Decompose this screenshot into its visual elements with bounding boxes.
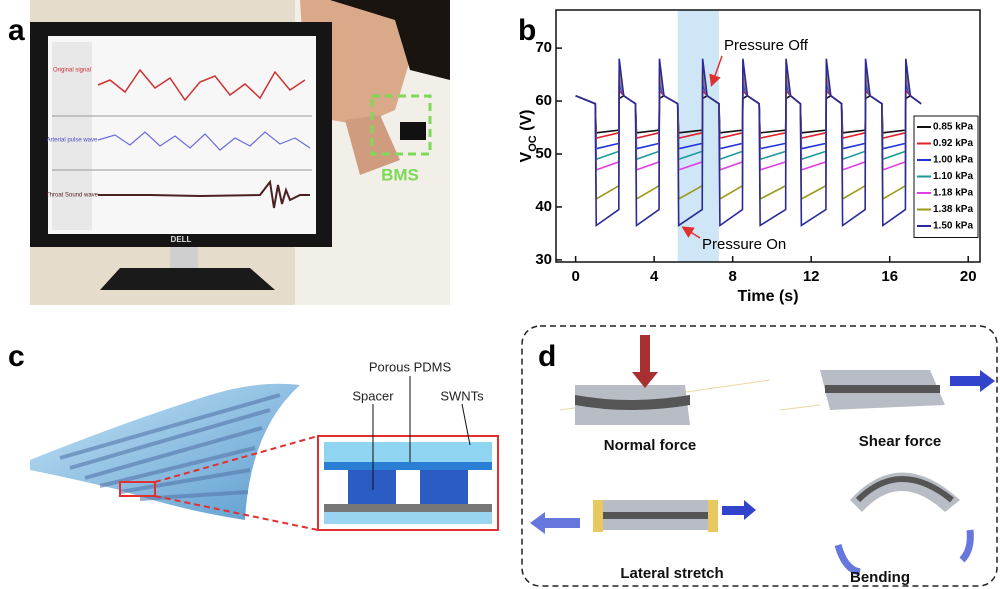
legend-label: 1.38 kPa — [933, 204, 973, 215]
figure: Original signal Arterial pulse wave Thro… — [0, 0, 1000, 589]
legend-label: 1.00 kPa — [933, 155, 973, 166]
y-axis-label-part: (V) — [518, 110, 535, 136]
series-line — [576, 59, 921, 226]
x-tick-label: 0 — [571, 268, 579, 285]
force-arrow — [545, 518, 580, 528]
porous-texture — [324, 462, 492, 470]
sensor-label: BMS — [381, 165, 419, 184]
screen-label: Throat Sound wave — [46, 193, 99, 199]
bend-arrow — [962, 530, 970, 560]
legend-label: 1.18 kPa — [933, 188, 973, 199]
body: {"panel_labels": ["a", "b", "c", "d"], "… — [0, 0, 1000, 589]
monitor-base — [100, 268, 275, 290]
clamp — [708, 500, 718, 532]
mode-label: Lateral stretch — [620, 565, 723, 582]
mode-label: Normal force — [604, 437, 697, 454]
force-arrow-head — [980, 370, 995, 392]
highlight-band — [678, 10, 719, 262]
legend-label: 0.92 kPa — [933, 138, 973, 149]
page: Figure body { margin: 0; width: 1000px; … — [0, 0, 1000, 589]
sensor — [400, 122, 426, 140]
panel-letter: a — [8, 14, 25, 47]
panel-letter: b — [518, 14, 536, 47]
monitor-brand: DELL — [171, 235, 192, 244]
legend-label: 0.85 kPa — [933, 122, 973, 133]
y-tick-label: 60 — [535, 92, 552, 109]
force-arrow — [640, 335, 650, 373]
x-axis-label: Time (s) — [737, 288, 798, 305]
photo-panel: Original signal Arterial pulse wave Thro… — [30, 0, 450, 305]
y-tick-label: 40 — [535, 198, 552, 215]
electrode — [324, 504, 492, 512]
mode-label: Shear force — [859, 433, 942, 450]
annotation: Pressure On — [702, 236, 786, 253]
clamp — [593, 500, 603, 532]
panel-letter: c — [8, 340, 25, 373]
screen-label: Arterial pulse wave — [47, 138, 98, 144]
device-layer — [825, 385, 940, 393]
panel-frame — [522, 326, 997, 586]
legend-label: 1.10 kPa — [933, 171, 973, 182]
schematic-panel: Porous PDMS Spacer SWNTs — [30, 359, 498, 530]
spacer — [348, 470, 396, 504]
force-arrow-head — [530, 512, 545, 534]
y-tick-label: 70 — [535, 39, 552, 56]
x-tick-label: 20 — [960, 268, 977, 285]
legend-label: 1.50 kPa — [933, 221, 973, 232]
x-tick-label: 8 — [728, 268, 736, 285]
panel-letter: d — [538, 340, 556, 373]
stretched-film — [30, 384, 300, 520]
x-tick-label: 16 — [881, 268, 898, 285]
y-axis-label-part: OC — [527, 135, 539, 152]
y-axis-label-part: V — [518, 151, 535, 162]
device-layer — [603, 512, 708, 519]
bend-arrow — [838, 545, 860, 572]
schematic-label: SWNTs — [440, 388, 484, 403]
wire — [780, 405, 820, 410]
spacer — [420, 470, 468, 504]
x-tick-label: 4 — [650, 268, 659, 285]
schematic-label: Spacer — [352, 388, 394, 403]
y-tick-label: 30 — [535, 251, 552, 268]
mode-label: Bending — [850, 569, 910, 586]
modes-panel: Normal force Shear force Lateral stretch… — [522, 326, 997, 586]
force-arrow — [722, 506, 744, 515]
screen-label: Original signal — [53, 68, 91, 74]
x-tick-label: 12 — [803, 268, 820, 285]
series-line — [576, 96, 921, 133]
force-arrow-head — [744, 500, 756, 520]
force-arrow — [950, 376, 980, 386]
schematic-label: Porous PDMS — [369, 359, 452, 374]
annotation: Pressure Off — [724, 37, 809, 54]
substrate — [324, 512, 492, 524]
